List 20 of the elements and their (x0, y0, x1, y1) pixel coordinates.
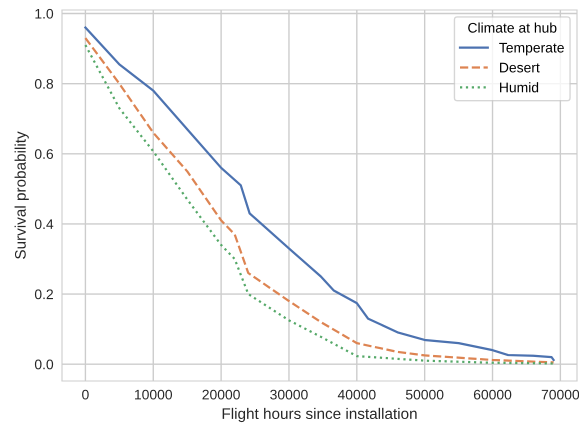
y-tick-label: 0.6 (34, 149, 54, 159)
x-tick-label: 20000 (202, 390, 240, 400)
x-tick-label: 70000 (542, 390, 579, 400)
y-tick-label: 0.2 (34, 289, 53, 300)
y-tick-label: 0.0 (34, 360, 54, 370)
x-tick-label: 40000 (338, 390, 376, 400)
x-tick-label: 10000 (135, 390, 172, 400)
y-tick-label: 0.4 (34, 219, 54, 230)
y-tick-label: 1.0 (35, 8, 54, 19)
x-tick-label: 60000 (474, 390, 512, 400)
legend-label: Desert (500, 62, 540, 72)
x-tick-label: 50000 (406, 390, 444, 400)
legend-title: Climate at hub (468, 22, 556, 33)
x-tick-label: 0 (82, 390, 89, 400)
y-axis-title: Survival probability (14, 131, 29, 259)
y-tick-label: 0.8 (34, 78, 54, 89)
legend-label: Temperate (499, 42, 564, 56)
x-axis-title: Flight hours since installation (222, 408, 417, 422)
legend-label: Humid (500, 82, 538, 92)
x-tick-label: 30000 (270, 390, 308, 400)
